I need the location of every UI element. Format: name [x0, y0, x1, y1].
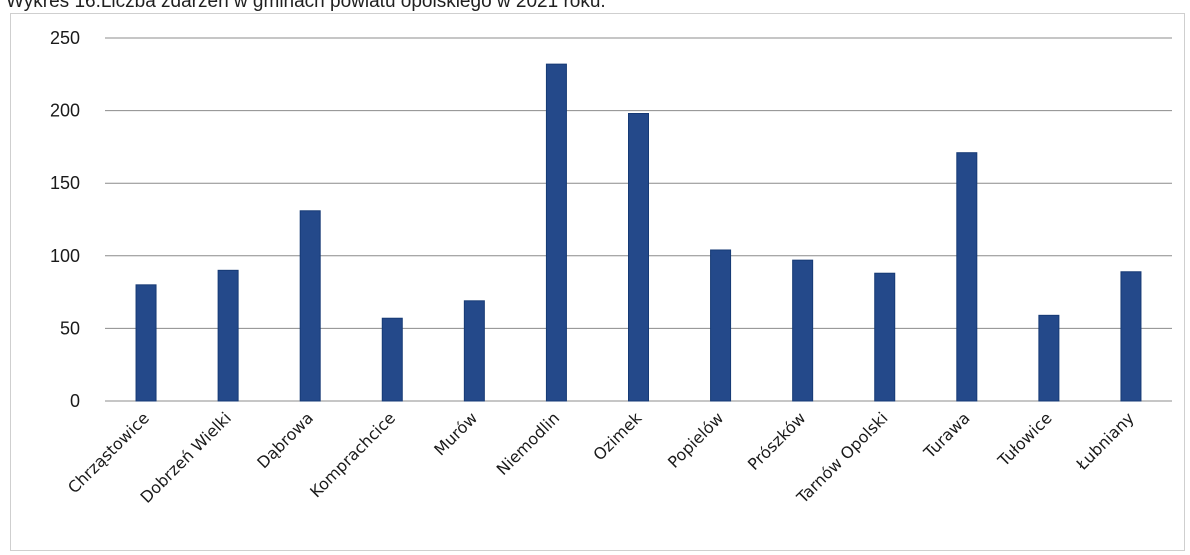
- bar: [135, 284, 157, 402]
- x-tick-label: Ozimek: [589, 408, 645, 464]
- y-tick-label: 200: [50, 101, 80, 121]
- x-tick-label: Popielów: [664, 408, 727, 471]
- bar: [463, 300, 485, 402]
- x-tick-label: Prószków: [744, 408, 810, 474]
- chart-frame: [10, 13, 1185, 551]
- y-tick-label: 50: [60, 318, 80, 338]
- x-tick-label: Chrząstowice: [64, 408, 153, 497]
- x-tick-label: Tułowice: [993, 408, 1055, 470]
- y-tick-label: 150: [50, 173, 80, 193]
- y-tick-label: 0: [70, 391, 80, 411]
- x-tick-label: Niemodlin: [493, 408, 564, 479]
- x-tick-label: Dąbrowa: [253, 408, 317, 472]
- bar: [628, 113, 649, 402]
- bar: [1038, 314, 1060, 402]
- bar: [545, 63, 567, 402]
- bar: [381, 317, 403, 402]
- x-tick-label: Komprachcice: [306, 408, 399, 501]
- x-tick-label: Murów: [430, 408, 481, 459]
- x-tick-label: Łubniany: [1072, 408, 1138, 474]
- y-tick-label: 100: [50, 246, 80, 266]
- bar: [956, 152, 978, 402]
- chart-caption: Wykres 16.Liczba zdarzeń w gminach powia…: [6, 0, 606, 12]
- y-tick-label: 250: [50, 28, 80, 48]
- bar: [874, 272, 896, 402]
- bar: [217, 269, 239, 402]
- bar: [1120, 271, 1142, 402]
- bar: [792, 259, 814, 402]
- bar: [299, 210, 321, 402]
- bar: [710, 249, 732, 402]
- x-tick-label: Turawa: [919, 408, 973, 462]
